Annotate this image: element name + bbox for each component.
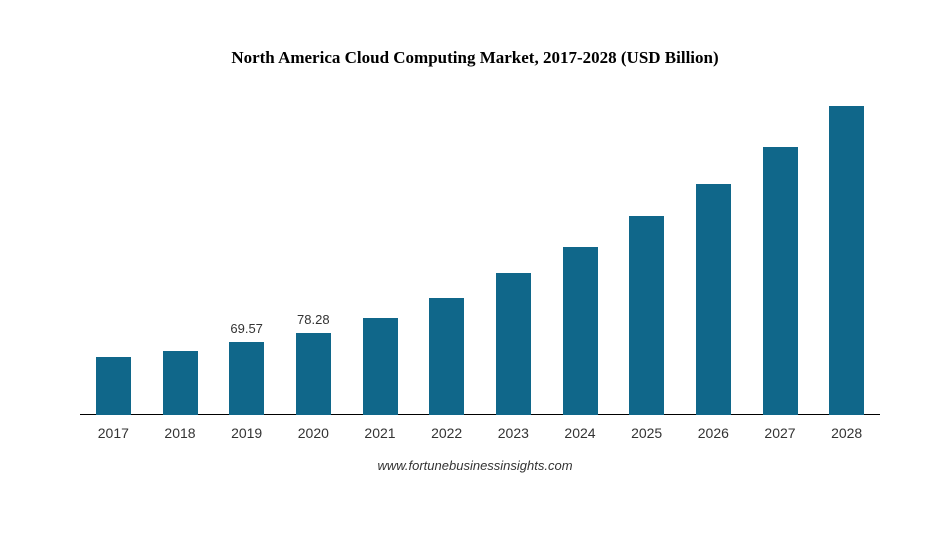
chart-stage: North America Cloud Computing Market, 20…: [0, 0, 950, 534]
bar-value-label: 69.57: [217, 321, 277, 336]
x-axis-label: 2028: [813, 425, 880, 441]
x-axis-label: 2024: [547, 425, 614, 441]
bar-value-label: 78.28: [283, 312, 343, 327]
x-axis-label: 2025: [613, 425, 680, 441]
x-axis-label: 2018: [147, 425, 214, 441]
bar: [96, 357, 131, 415]
x-axis-label: 2027: [747, 425, 814, 441]
bar: [563, 247, 598, 415]
x-axis-labels: 2017201820192020202120222023202420252026…: [80, 425, 880, 445]
chart-title: North America Cloud Computing Market, 20…: [0, 48, 950, 68]
x-axis-line: [80, 414, 880, 415]
bar: [763, 147, 798, 415]
x-axis-label: 2019: [213, 425, 280, 441]
x-axis-label: 2023: [480, 425, 547, 441]
bar: [696, 184, 731, 415]
x-axis-label: 2021: [347, 425, 414, 441]
bar: [829, 106, 864, 416]
bar: [163, 351, 198, 415]
x-axis-label: 2026: [680, 425, 747, 441]
bar: [429, 298, 464, 416]
x-axis-label: 2020: [280, 425, 347, 441]
bar: [229, 342, 264, 415]
bar: [363, 318, 398, 415]
bar: [296, 333, 331, 415]
plot-area: 69.57 78.28: [80, 95, 880, 415]
x-axis-label: 2017: [80, 425, 147, 441]
x-axis-label: 2022: [413, 425, 480, 441]
source-text: www.fortunebusinessinsights.com: [0, 458, 950, 473]
bar: [496, 273, 531, 415]
bar: [629, 216, 664, 415]
